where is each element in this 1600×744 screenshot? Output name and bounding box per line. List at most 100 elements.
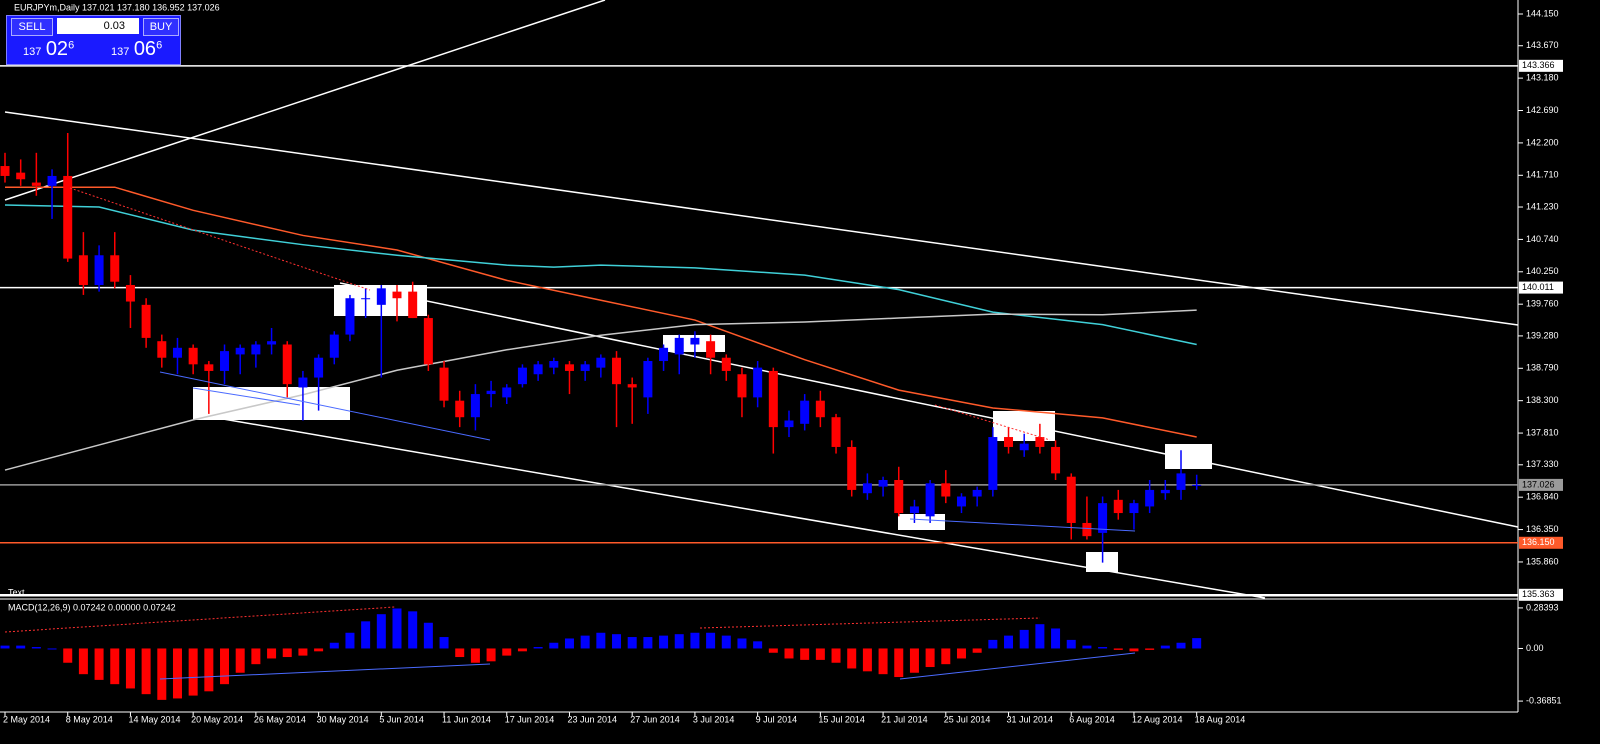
macd-bar — [63, 648, 73, 663]
macd-bar — [1004, 635, 1014, 649]
macd-bar — [408, 611, 418, 649]
macd-bar — [643, 637, 653, 649]
moving-average — [4, 204, 1197, 346]
candle-body — [925, 483, 935, 517]
candle-body — [517, 367, 527, 385]
x-tick-label: 30 May 2014 — [317, 714, 369, 724]
candle-body — [706, 341, 716, 358]
x-tick-label: 9 Jul 2014 — [756, 714, 798, 724]
macd-bar — [753, 641, 763, 649]
macd-bar — [1066, 639, 1076, 649]
sell-price[interactable]: 137 026 — [23, 38, 74, 61]
macd-bar — [329, 642, 339, 649]
y-tick-label: 140.250 — [1526, 266, 1559, 276]
y-tick-label: 136.840 — [1526, 492, 1559, 502]
y-tick-label: 139.280 — [1526, 330, 1559, 340]
macd-bar — [800, 648, 810, 660]
macd-bar — [815, 648, 825, 660]
y-tick-label: 135.860 — [1526, 556, 1559, 566]
macd-bar — [1129, 648, 1139, 652]
macd-bar — [204, 648, 214, 692]
x-tick-label: 17 Jun 2014 — [505, 714, 555, 724]
candle-body — [1176, 473, 1186, 490]
candle-body — [878, 479, 888, 487]
price-sup: 6 — [156, 39, 163, 52]
macd-bar — [690, 632, 700, 649]
candle-body — [408, 291, 418, 319]
x-tick-label: 8 May 2014 — [66, 714, 113, 724]
y-tick-label: 141.230 — [1526, 201, 1559, 211]
price-big: 137 — [23, 46, 42, 58]
lot-input[interactable]: 0.03 — [57, 18, 139, 34]
y-tick-label: 142.690 — [1526, 105, 1559, 115]
macd-bar — [941, 648, 951, 665]
candle-body — [549, 361, 559, 368]
macd-bar — [31, 647, 41, 649]
candle-body — [815, 400, 825, 418]
price-label-bg — [1519, 536, 1563, 549]
macd-bar — [831, 648, 841, 663]
macd-bar — [1160, 645, 1170, 649]
price-label: 137.026 — [1522, 479, 1555, 489]
candle-body — [172, 347, 182, 358]
candle-body — [690, 337, 700, 345]
x-tick-label: 23 Jun 2014 — [567, 714, 617, 724]
candle-body — [1051, 446, 1061, 474]
y-tick-label: 141.710 — [1526, 170, 1559, 180]
candle-body — [220, 351, 230, 371]
macd-bar — [470, 648, 480, 663]
candle-body — [533, 364, 543, 375]
candle-body — [455, 400, 465, 418]
x-tick-label: 3 Jul 2014 — [693, 714, 735, 724]
candle-body — [502, 387, 512, 398]
y-tick-label: 138.300 — [1526, 395, 1559, 405]
macd-bar — [282, 648, 292, 658]
candle-body — [909, 506, 919, 514]
trade-panel: SELL 0.03 BUY 137 026 137 066 — [6, 15, 181, 65]
candle-body — [141, 304, 151, 338]
candle-body — [847, 446, 857, 490]
price-label-bg — [1519, 281, 1563, 294]
price-label-bg — [1519, 478, 1563, 491]
candle-body — [1129, 503, 1139, 514]
macd-bar — [188, 648, 198, 696]
macd-bar — [862, 648, 872, 672]
frame — [0, 0, 1519, 713]
y-tick-label: 0.28393 — [1526, 602, 1559, 612]
macd-bar — [721, 635, 731, 649]
macd-bar — [486, 648, 496, 662]
candle-body — [63, 175, 73, 259]
candle-body — [376, 288, 386, 305]
candle-body — [1113, 499, 1123, 514]
macd-bar — [16, 645, 26, 649]
macd-bar — [94, 648, 104, 680]
macd-bar — [235, 648, 245, 673]
macd-bar — [612, 634, 622, 649]
macd-bar — [125, 648, 135, 689]
candle-body — [831, 417, 841, 447]
buy-price[interactable]: 137 066 — [111, 38, 162, 61]
macd-bar — [157, 648, 167, 700]
x-tick-label: 15 Jul 2014 — [818, 714, 865, 724]
candle-body — [894, 479, 904, 514]
price-label-bg — [1519, 588, 1563, 601]
candle-body — [1035, 437, 1045, 447]
sell-button[interactable]: SELL — [11, 18, 53, 36]
candle-body — [16, 172, 26, 180]
candle-body — [0, 166, 10, 176]
candle-body — [564, 364, 574, 371]
macd-label: MACD(12,26,9) 0.07242 0.00000 0.07242 — [8, 602, 176, 612]
macd-bar — [314, 648, 324, 652]
price-label: 135.363 — [1522, 589, 1555, 599]
candle-body — [1082, 522, 1092, 537]
price-big: 137 — [111, 46, 130, 58]
candle-body — [862, 483, 872, 494]
x-tick-label: 6 Aug 2014 — [1069, 714, 1115, 724]
moving-average — [5, 186, 1197, 438]
macd-bar — [1019, 629, 1029, 649]
macd-bar — [580, 635, 590, 649]
buy-button[interactable]: BUY — [143, 18, 179, 36]
macd-bar — [455, 648, 465, 658]
candle-body — [298, 377, 308, 388]
macd-bar — [988, 639, 998, 649]
